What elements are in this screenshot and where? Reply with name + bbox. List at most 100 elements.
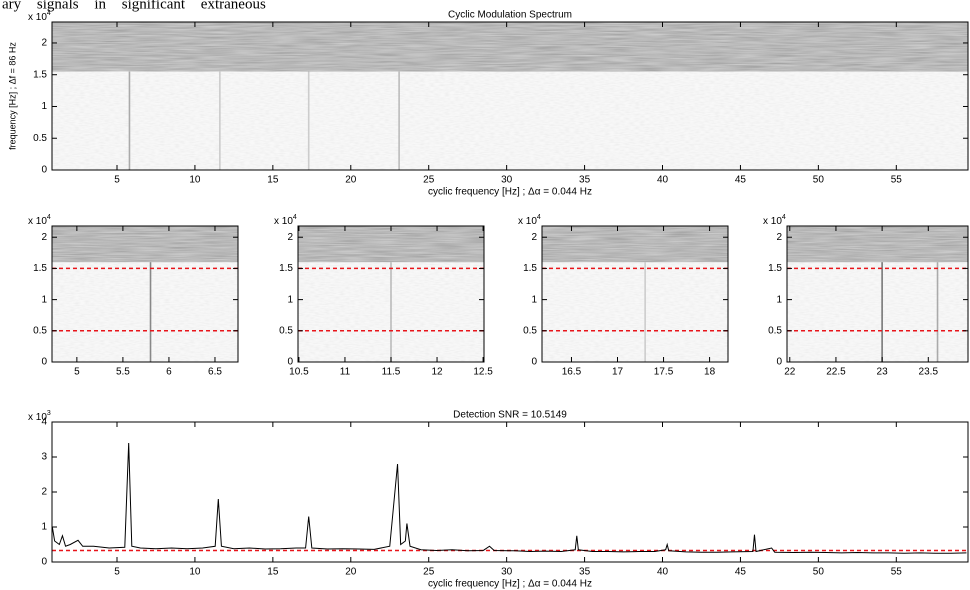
axes-frame	[541, 225, 729, 363]
y-tick-label: 2	[531, 232, 537, 243]
y-tick-label: 0.5	[33, 325, 47, 336]
x-axis-label: cyclic frequency [Hz] ; Δα = 0.044 Hz	[428, 579, 592, 590]
multiplier-base: x 10	[274, 216, 293, 227]
x-tick-label: 6.5	[208, 367, 222, 378]
y-tick-label: 1	[776, 294, 782, 305]
x-tick-label: 25	[423, 175, 435, 186]
x-tick-label: 5	[74, 367, 80, 378]
y-tick-label: 1.5	[33, 263, 47, 274]
y-tick-label: 0	[287, 357, 293, 368]
y-tick-label: 1	[531, 294, 537, 305]
noise-band	[298, 226, 484, 263]
axes-frame	[786, 225, 969, 363]
x-tick-label: 40	[657, 567, 669, 578]
y-tick-label: 0	[531, 357, 537, 368]
y-tick-label: 1.5	[768, 263, 782, 274]
text-fragment: ary signals in significant extraneous	[2, 0, 266, 12]
x-tick-label: 35	[579, 175, 591, 186]
y-tick-label: 2	[287, 232, 293, 243]
multiplier-base: x 10	[518, 216, 537, 227]
axes-frame	[51, 225, 239, 363]
multiplier-base: x 10	[28, 412, 47, 423]
x-tick-label: 11	[340, 367, 351, 378]
plot-area	[787, 226, 968, 362]
x-tick-label: 6	[166, 367, 172, 378]
y-tick-label: 0	[41, 357, 47, 368]
chart-title: Cyclic Modulation Spectrum	[448, 10, 572, 21]
x-tick-label: 40	[657, 175, 669, 186]
x-tick-label: 30	[501, 567, 513, 578]
x-tick-label: 5.5	[116, 367, 130, 378]
x-tick-label: 12	[431, 367, 443, 378]
y-tick-label: 1	[287, 294, 293, 305]
x-tick-label: 5	[114, 175, 120, 186]
x-tick-label: 23	[877, 367, 889, 378]
x-tick-label: 18	[704, 367, 716, 378]
x-tick-label: 50	[813, 567, 825, 578]
y-tick-label: 1.5	[279, 263, 293, 274]
y-axis-label: frequency [Hz] ; Δf = 86 Hz	[7, 42, 17, 150]
plot-area	[52, 442, 968, 554]
multiplier-base: x 10	[763, 216, 782, 227]
multiplier-exponent: 4	[47, 10, 51, 17]
x-tick-label: 15	[267, 567, 279, 578]
noise-band	[52, 226, 238, 263]
y-multiplier: x 104	[274, 214, 297, 227]
x-tick-label: 5	[114, 567, 120, 578]
x-tick-label: 20	[345, 175, 357, 186]
x-tick-label: 45	[735, 567, 747, 578]
y-tick-label: 0	[41, 165, 47, 176]
axes-frame	[51, 421, 969, 563]
x-tick-label: 25	[423, 567, 435, 578]
y-tick-label: 1	[41, 101, 47, 112]
x-tick-label: 10	[189, 175, 201, 186]
noise-band	[542, 226, 728, 263]
x-tick-label: 15	[267, 175, 279, 186]
x-tick-label: 17.5	[654, 367, 674, 378]
noise-band	[52, 22, 968, 72]
x-tick-label: 35	[579, 567, 591, 578]
y-tick-label: 1	[41, 522, 47, 533]
y-tick-label: 3	[41, 452, 47, 463]
y-tick-label: 0	[776, 357, 782, 368]
snr-line	[52, 442, 967, 554]
multiplier-exponent: 4	[293, 214, 297, 221]
x-tick-label: 23.5	[919, 367, 939, 378]
plot-area	[52, 226, 238, 362]
y-tick-label: 0.5	[768, 325, 782, 336]
x-tick-label: 12.5	[473, 367, 493, 378]
x-axis-label: cyclic frequency [Hz] ; Δα = 0.044 Hz	[428, 187, 592, 198]
x-tick-label: 22	[784, 367, 796, 378]
y-tick-label: 0	[41, 557, 47, 568]
multiplier-exponent: 4	[537, 214, 541, 221]
x-tick-label: 45	[735, 175, 747, 186]
y-tick-label: 0.5	[279, 325, 293, 336]
x-tick-label: 10.5	[289, 367, 309, 378]
chart-title: Detection SNR = 10.5149	[453, 410, 567, 421]
x-tick-label: 22.5	[826, 367, 846, 378]
y-tick-label: 1.5	[523, 263, 537, 274]
x-tick-label: 55	[891, 175, 903, 186]
x-tick-label: 55	[891, 567, 903, 578]
x-tick-label: 16.5	[562, 367, 582, 378]
x-tick-label: 11.5	[382, 367, 401, 378]
y-tick-label: 2	[41, 38, 47, 49]
y-tick-label: 0.5	[33, 133, 47, 144]
multiplier-exponent: 4	[47, 214, 51, 221]
y-tick-label: 4	[41, 417, 47, 428]
y-tick-label: 1	[41, 294, 47, 305]
plot-area	[298, 226, 484, 362]
x-tick-label: 10	[189, 567, 201, 578]
y-tick-label: 1.5	[33, 69, 47, 80]
y-tick-label: 2	[776, 232, 782, 243]
multiplier-exponent: 3	[47, 410, 51, 417]
multiplier-base: x 10	[28, 12, 47, 23]
x-tick-label: 50	[813, 175, 825, 186]
axes-frame	[51, 21, 969, 171]
plot-area	[542, 226, 728, 362]
plot-area	[52, 22, 968, 170]
y-multiplier: x 104	[763, 214, 786, 227]
y-tick-label: 2	[41, 232, 47, 243]
